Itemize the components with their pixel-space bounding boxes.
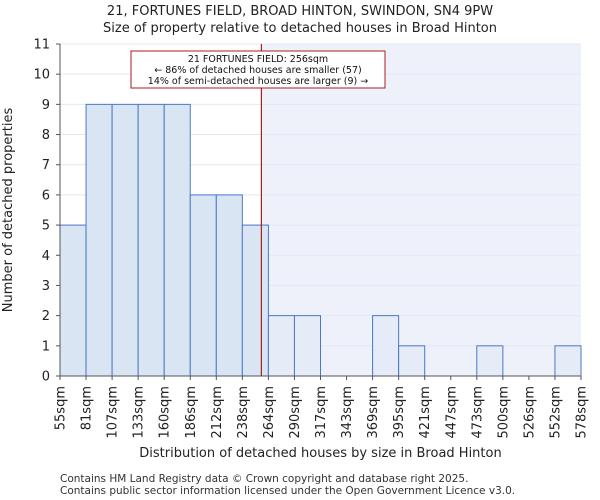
x-tick-label: 186sqm: [184, 386, 199, 439]
footer-line-2: Contains public sector information licen…: [60, 485, 516, 497]
bar: [372, 315, 400, 377]
x-axis-title: Distribution of detached houses by size …: [139, 446, 501, 461]
x-tick-label: 212sqm: [210, 386, 225, 439]
bar: [85, 103, 113, 377]
x-tick-label: 238sqm: [236, 386, 251, 439]
bar: [137, 103, 165, 377]
y-tick-label: 1: [42, 339, 50, 354]
y-tick-label: 2: [42, 309, 50, 324]
y-tick-label: 9: [42, 98, 50, 113]
y-axis-title: Number of detached properties: [1, 108, 16, 313]
x-tick-label: 552sqm: [548, 386, 563, 439]
chart-subtitle: Size of property relative to detached ho…: [103, 21, 497, 36]
x-tick-label: 343sqm: [340, 386, 355, 439]
bar: [189, 194, 217, 377]
bar: [163, 103, 191, 377]
x-tick-label: 369sqm: [366, 386, 381, 439]
annotation-line-2: ← 86% of detached houses are smaller (57…: [154, 65, 361, 76]
annotation-box: [130, 50, 386, 89]
y-tick-label: 11: [33, 38, 50, 53]
y-tick-label: 3: [42, 279, 50, 294]
y-tick-label: 5: [42, 219, 50, 234]
bar: [241, 224, 269, 377]
bar: [293, 315, 322, 377]
bar: [59, 224, 87, 377]
y-tick-label: 6: [42, 188, 50, 203]
bar: [476, 345, 504, 377]
x-tick-label: 500sqm: [496, 386, 511, 439]
x-tick-label: 578sqm: [575, 386, 590, 439]
x-tick-label: 55sqm: [54, 386, 69, 430]
x-tick-label: 447sqm: [444, 386, 459, 439]
x-tick-label: 133sqm: [132, 386, 147, 439]
x-tick-label: 395sqm: [392, 386, 407, 439]
bar: [398, 345, 426, 377]
x-tick-label: 473sqm: [470, 386, 485, 439]
y-tick-label: 7: [42, 158, 50, 173]
x-tick-label: 290sqm: [288, 386, 303, 439]
annotation-line-1: 21 FORTUNES FIELD: 256sqm: [188, 54, 328, 65]
annotation-line-3: 14% of semi-detached houses are larger (…: [148, 76, 368, 87]
bar: [215, 194, 243, 377]
x-tick-label: 160sqm: [158, 386, 173, 439]
x-tick-label: 81sqm: [80, 386, 95, 430]
footer-line-1: Contains HM Land Registry data © Crown c…: [60, 473, 469, 485]
y-tick-label: 10: [33, 68, 50, 83]
x-tick-label: 264sqm: [262, 386, 277, 439]
histogram-chart: 0 1 2 3 4 5 6 7 8 9 10 11 55sqm 81sqm 107sqm 133sqm 160s…: [1, 38, 590, 462]
y-tick-label: 0: [42, 370, 50, 385]
bar: [267, 315, 295, 377]
bar: [111, 103, 139, 377]
bar: [554, 345, 582, 377]
y-tick-label: 4: [42, 249, 50, 264]
chart-title: 21, FORTUNES FIELD, BROAD HINTON, SWINDO…: [106, 4, 494, 19]
x-tick-label: 526sqm: [522, 386, 537, 439]
x-tick-label: 107sqm: [106, 386, 121, 439]
x-tick-label: 421sqm: [418, 386, 433, 439]
y-tick-label: 8: [42, 128, 50, 143]
x-tick-label: 317sqm: [314, 386, 329, 439]
